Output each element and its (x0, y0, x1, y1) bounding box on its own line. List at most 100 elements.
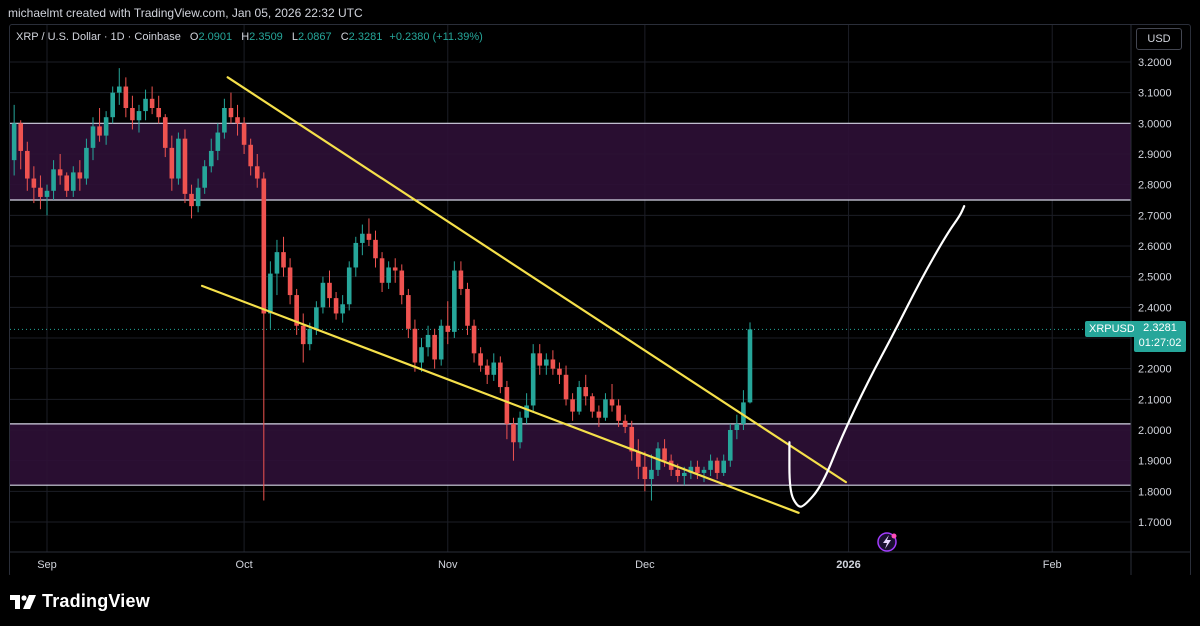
close-label: C (340, 31, 349, 43)
bar-countdown: 01:27:02 (1138, 337, 1182, 349)
trendline (226, 76, 848, 484)
high-value: 2.3509 (249, 31, 283, 43)
price-tick-label: 2.1000 (1138, 394, 1172, 406)
candle-body (498, 362, 503, 388)
candle-body (491, 362, 497, 375)
candle-body (681, 472, 687, 476)
price-chart[interactable]: 3.2000 3.1000 3.0000 2.9000 2.8000 2.7000 2.60… (10, 25, 1190, 576)
price-tick-label: 1.8000 (1138, 486, 1172, 498)
candle-body (176, 138, 181, 179)
candle-body (550, 359, 556, 369)
candle-body (327, 282, 332, 299)
candle-body (379, 258, 385, 283)
candle-body (353, 242, 359, 268)
candle-body (741, 402, 746, 424)
time-tick-label: 2026 (836, 559, 860, 571)
chart-panel[interactable]: 3.2000 3.1000 3.0000 2.9000 2.8000 2.7000 2.60… (9, 24, 1191, 577)
candle-body (675, 469, 681, 476)
low-value: 2.0867 (298, 31, 332, 43)
footer-bar: TradingView (0, 575, 1200, 626)
candle-body (517, 417, 523, 443)
last-price-label: 2.3281 01:27:02 (1134, 321, 1186, 352)
symbol-legend[interactable]: XRP / U.S. Dollar · 1D · Coinbase O2.090… (16, 31, 483, 43)
candle-body (143, 98, 148, 112)
candlestick-series (11, 68, 753, 501)
candle-body (294, 295, 299, 326)
candle-body (44, 190, 50, 197)
time-tick-label: Dec (635, 559, 655, 571)
candle-body (399, 270, 405, 296)
candle-body (31, 178, 37, 188)
candle-body (84, 147, 89, 179)
currency-button[interactable]: USD (1136, 28, 1182, 50)
candle-body (471, 325, 477, 354)
candle-body (274, 252, 280, 274)
candle-body (116, 86, 122, 93)
price-tick-label: 2.2000 (1138, 364, 1172, 376)
candle-body (189, 193, 194, 207)
time-scale: Sep Oct Nov Dec 2026 Feb (37, 559, 1061, 571)
candle-body (386, 267, 391, 283)
trendline (200, 284, 800, 514)
candle-body (182, 138, 188, 194)
candle-body (281, 252, 286, 268)
candle-body (432, 334, 437, 360)
candle-body (90, 126, 96, 148)
candle-body (149, 98, 155, 108)
candle-body (235, 117, 240, 124)
candle-body (18, 123, 24, 151)
candle-body (241, 123, 247, 145)
candle-body (77, 172, 83, 179)
candle-body (590, 396, 595, 412)
candle-body (228, 108, 234, 118)
candle-body (340, 304, 345, 314)
tradingview-brand[interactable]: TradingView (10, 591, 150, 612)
price-tick-label: 2.9000 (1138, 149, 1172, 161)
candle-body (419, 347, 424, 363)
projection-drawing[interactable] (788, 205, 966, 508)
candle-body (537, 353, 543, 366)
candle-body (478, 353, 483, 366)
candle-body (97, 126, 102, 136)
candle-body (524, 405, 529, 418)
candle-body (425, 334, 431, 348)
candle-body (570, 399, 575, 412)
candle-body (202, 166, 207, 188)
price-tick-label: 2.5000 (1138, 272, 1172, 284)
candle-body (583, 387, 589, 397)
candle-body (51, 169, 56, 191)
candle-body (300, 325, 306, 345)
price-tick-label: 1.9000 (1138, 456, 1172, 468)
price-tick-label: 3.2000 (1138, 57, 1172, 69)
created-with-credit: michaelmt created with TradingView.com, … (8, 6, 363, 20)
time-tick-label: Sep (37, 559, 57, 571)
candle-body (11, 123, 17, 161)
candle-body (314, 307, 319, 329)
symbol-title[interactable]: XRP / U.S. Dollar · 1D · Coinbase (16, 31, 181, 43)
candle-body (452, 270, 457, 332)
lightning-event-icon[interactable] (877, 532, 897, 552)
candle-body (110, 92, 115, 118)
candle-body (747, 329, 753, 403)
brand-name: TradingView (42, 591, 150, 611)
ticker-label: XRPUSD (1085, 321, 1139, 337)
candle-body (195, 187, 201, 207)
candle-body (701, 469, 707, 473)
time-tick-label: Oct (236, 559, 253, 571)
candle-body (642, 466, 648, 480)
candle-body (484, 365, 490, 375)
candle-body (208, 150, 214, 167)
candle-body (38, 187, 43, 197)
price-tick-label: 2.6000 (1138, 241, 1172, 253)
tradingview-logo-icon (10, 594, 36, 609)
candle-body (360, 233, 365, 243)
price-tick-label: 1.7000 (1138, 517, 1172, 529)
candle-body (721, 460, 727, 473)
high-label: H (241, 31, 250, 43)
candle-body (688, 466, 694, 473)
candle-body (530, 353, 536, 406)
candle-body (64, 175, 70, 191)
candle-body (254, 166, 260, 179)
candle-body (662, 448, 667, 461)
candle-body (616, 405, 621, 421)
